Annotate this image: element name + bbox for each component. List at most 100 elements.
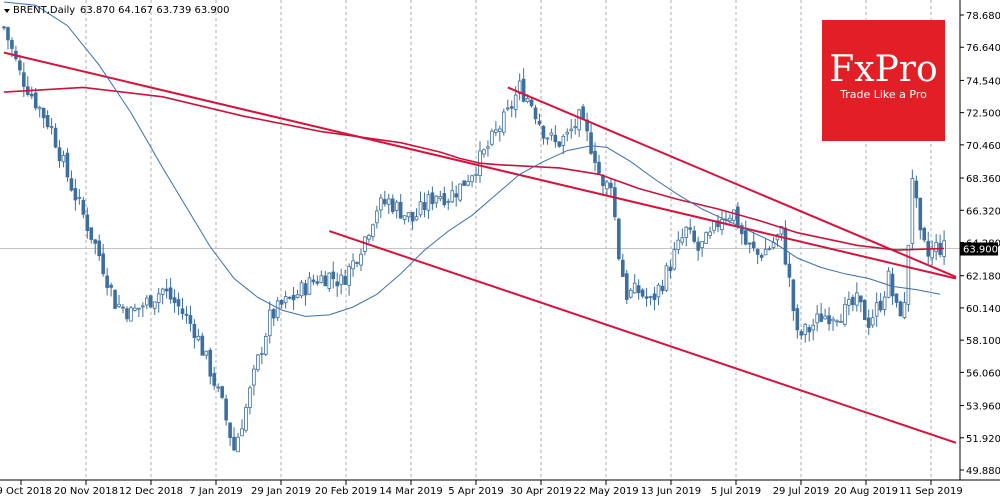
candle-body xyxy=(498,128,502,132)
candle-body xyxy=(843,303,847,325)
candle-body xyxy=(129,307,133,322)
candle-body xyxy=(569,128,574,132)
candle-body xyxy=(680,237,685,243)
candle-body xyxy=(49,126,54,128)
candle-body xyxy=(747,242,752,245)
candle-body xyxy=(851,296,855,306)
candle-body xyxy=(525,98,530,103)
candle-body xyxy=(462,180,466,186)
candle-body xyxy=(85,214,90,232)
candle-body xyxy=(474,173,478,176)
candle-body xyxy=(394,201,399,211)
candle-body xyxy=(728,217,732,222)
candle-body xyxy=(545,137,550,140)
price-tick-label: 53.960 xyxy=(966,402,1000,413)
candle-body xyxy=(597,161,601,174)
candle-body xyxy=(121,306,125,309)
candle-body xyxy=(53,127,58,148)
time-tick-label: 30 Apr 2019 xyxy=(510,486,572,497)
candle-body xyxy=(617,218,621,260)
candle-body xyxy=(248,387,252,408)
candle-body xyxy=(319,275,324,283)
candle-body xyxy=(105,275,109,288)
candle-body xyxy=(148,295,153,308)
candle-body xyxy=(434,195,439,204)
candle-body xyxy=(732,209,736,221)
candle-body xyxy=(93,239,98,244)
dropdown-arrow-icon[interactable] xyxy=(4,9,10,13)
grid xyxy=(0,0,960,480)
price-tick-label: 56.060 xyxy=(966,368,1000,379)
price-tick-label: 49.880 xyxy=(966,466,1000,477)
candle-body xyxy=(375,210,379,224)
last-price-marker: 63.900 xyxy=(960,242,998,256)
time-tick-label: 20 Aug 2019 xyxy=(834,486,898,497)
price-tick-label: 78.680 xyxy=(966,11,1000,22)
candle-body xyxy=(77,196,82,199)
logo-text: FxPro xyxy=(829,49,938,90)
price-tick-label: 62.180 xyxy=(966,272,1000,283)
time-tick-label: 13 Jun 2019 xyxy=(641,486,701,497)
candle-body xyxy=(779,226,784,235)
candle-body xyxy=(144,297,149,306)
candle-body xyxy=(847,299,851,306)
candle-body xyxy=(807,327,812,333)
candle-body xyxy=(918,197,923,231)
candle-body xyxy=(866,317,871,328)
candle-body xyxy=(704,232,708,244)
candle-body xyxy=(811,324,815,331)
candle-body xyxy=(565,131,570,135)
candle-body xyxy=(414,216,419,221)
candle-body xyxy=(803,324,808,335)
candle-body xyxy=(65,152,70,178)
candle-body xyxy=(45,114,50,128)
candle-body xyxy=(906,244,911,305)
candle-body xyxy=(827,315,831,325)
candle-body xyxy=(494,129,498,133)
candle-body xyxy=(57,147,62,162)
candle-body xyxy=(736,206,740,228)
candle-body xyxy=(200,335,205,356)
candle-body xyxy=(640,289,645,297)
candle-body xyxy=(228,422,232,439)
candle-body xyxy=(628,289,633,298)
candle-body xyxy=(450,190,455,203)
price-tick-label: 66.320 xyxy=(966,206,1000,217)
candle-body xyxy=(418,201,423,216)
candle-body xyxy=(870,317,875,326)
candle-body xyxy=(355,262,359,264)
candle-body xyxy=(113,289,117,309)
candle-body xyxy=(636,285,641,294)
candle-body xyxy=(29,93,34,97)
candle-body xyxy=(787,263,792,278)
candle-body xyxy=(152,301,157,309)
candle-body xyxy=(914,180,919,199)
candle-body xyxy=(509,106,514,109)
candle-body xyxy=(513,94,518,110)
candle-body xyxy=(295,294,300,298)
candle-body xyxy=(18,60,22,71)
candle-body xyxy=(331,271,336,280)
price-tick-label: 70.460 xyxy=(966,141,1000,152)
candle-body xyxy=(386,198,391,205)
candle-body xyxy=(767,248,772,250)
candle-body xyxy=(422,202,427,211)
price-tick-label: 72.500 xyxy=(966,109,1000,120)
candle-body xyxy=(69,178,74,191)
candle-body xyxy=(402,215,407,220)
candle-body xyxy=(664,265,669,291)
candle-body xyxy=(716,220,720,228)
candle-body xyxy=(621,259,625,277)
moving-average-line xyxy=(3,1,941,317)
candle-body xyxy=(267,309,272,337)
candle-body xyxy=(216,386,221,389)
candle-body xyxy=(379,197,383,211)
candle-body xyxy=(81,199,86,215)
candle-body xyxy=(859,295,863,303)
candle-body xyxy=(799,331,804,336)
candle-body xyxy=(894,293,899,303)
candle-body xyxy=(783,227,788,265)
candle-body xyxy=(311,279,316,283)
